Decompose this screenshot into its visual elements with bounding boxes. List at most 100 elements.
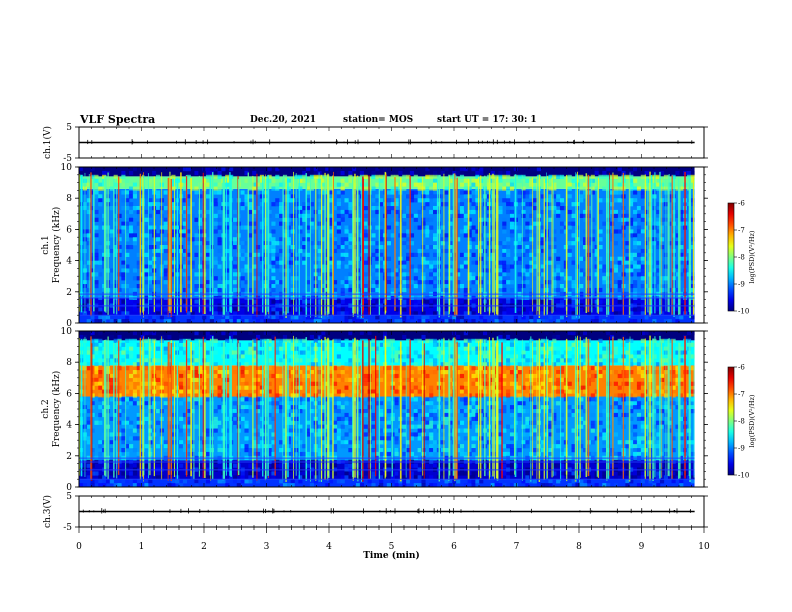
spectrogram-cell bbox=[275, 409, 280, 414]
spectrogram-cell bbox=[90, 346, 95, 351]
spectrogram-cell bbox=[590, 190, 595, 195]
spectrogram-cell bbox=[559, 284, 565, 289]
spectrogram-cell bbox=[186, 167, 191, 172]
spectrogram-cell bbox=[375, 393, 380, 398]
spectrogram-cell bbox=[217, 331, 222, 336]
spectrogram-cell bbox=[344, 463, 349, 468]
spectrogram-cell bbox=[86, 350, 91, 355]
spectrogram-cell bbox=[190, 471, 195, 476]
spectrogram-cell bbox=[502, 241, 507, 246]
spectrogram-cell bbox=[90, 338, 95, 343]
spectrogram-ch2 bbox=[79, 331, 695, 487]
spectrogram-cell bbox=[409, 315, 415, 320]
spectrogram-cell bbox=[259, 229, 264, 234]
spectrogram-cell bbox=[629, 311, 634, 316]
spectrogram-cell bbox=[86, 260, 91, 265]
spectrogram-cell bbox=[506, 209, 511, 215]
spectrogram-cell bbox=[517, 170, 522, 176]
spectrogram-cell bbox=[321, 256, 326, 261]
spectrogram-cell bbox=[394, 174, 399, 179]
spectrogram-cell bbox=[198, 338, 203, 343]
spectrogram-cell bbox=[525, 202, 530, 207]
spectrogram-cell bbox=[348, 237, 353, 242]
spectrogram-cell bbox=[279, 342, 284, 347]
spectrogram-cell bbox=[344, 373, 349, 379]
spectrogram-cell bbox=[109, 233, 114, 238]
spectrogram-cell bbox=[417, 225, 422, 230]
spectrogram-cell bbox=[633, 319, 638, 323]
spectrogram-cell bbox=[182, 428, 188, 433]
spectrogram-cell bbox=[198, 307, 203, 312]
spectrogram-cell bbox=[298, 370, 303, 375]
spectrogram-cell bbox=[248, 346, 253, 351]
spectrogram-cell bbox=[336, 225, 341, 230]
spectrogram-cell bbox=[282, 264, 288, 269]
spectrogram-cell bbox=[340, 178, 345, 183]
spectrogram-cell bbox=[286, 444, 291, 449]
spectrogram-cell bbox=[129, 170, 134, 176]
spectrogram-cell bbox=[198, 471, 203, 476]
spectrogram-cell bbox=[205, 252, 211, 257]
spectrogram-cell bbox=[644, 186, 649, 191]
spectrogram-cell bbox=[386, 448, 391, 453]
spectrogram-cell bbox=[302, 241, 307, 246]
spectrogram-cell bbox=[286, 420, 291, 425]
spectrogram-cell bbox=[186, 174, 191, 179]
spectrogram-cell bbox=[448, 260, 453, 265]
spectrogram-cell bbox=[344, 366, 349, 371]
spectrogram-cell bbox=[375, 471, 380, 476]
spectrogram-cell bbox=[259, 256, 264, 261]
spectrogram-cell bbox=[125, 284, 130, 289]
spectrogram-cell bbox=[329, 397, 334, 402]
spectrogram-cell bbox=[298, 221, 303, 226]
spectrogram-cell bbox=[205, 237, 211, 242]
spectrogram-cell bbox=[513, 319, 518, 323]
spectrogram-cell bbox=[321, 440, 326, 445]
spectrogram-cell bbox=[609, 174, 615, 179]
spectrogram-cell bbox=[279, 221, 284, 226]
spectrogram-cell bbox=[182, 444, 188, 449]
spectrogram-cell bbox=[171, 202, 176, 207]
spectrogram-cell bbox=[329, 276, 334, 281]
spectrogram-cell bbox=[402, 377, 407, 382]
spectrogram-cell bbox=[571, 256, 576, 261]
spectrogram-cell bbox=[113, 319, 118, 323]
spectrogram-cell bbox=[371, 401, 376, 406]
spectrogram-cell bbox=[267, 213, 272, 218]
spectrogram-cell bbox=[240, 256, 245, 261]
spectrogram-cell bbox=[432, 194, 438, 199]
spectrogram-cell bbox=[198, 167, 203, 172]
spectrogram-cell bbox=[244, 307, 249, 312]
spectrogram-cell bbox=[363, 412, 368, 418]
spectrogram-cell bbox=[271, 256, 276, 261]
spectrogram-cell bbox=[409, 252, 415, 257]
spectrogram-cell bbox=[221, 331, 226, 336]
spectrogram-cell bbox=[567, 186, 572, 191]
spectrogram-cell bbox=[329, 311, 334, 316]
spectrogram-cell bbox=[525, 190, 530, 195]
spectrogram-cell bbox=[375, 248, 380, 254]
spectrogram-cell bbox=[279, 397, 284, 402]
spectrogram-cell bbox=[429, 233, 434, 238]
spectrogram-cell bbox=[190, 420, 195, 425]
spectrogram-cell bbox=[248, 299, 253, 304]
spectrogram-cell bbox=[594, 299, 599, 304]
spectrogram-cell bbox=[386, 284, 391, 289]
spectrogram-cell bbox=[198, 405, 203, 410]
spectrogram-cell bbox=[255, 276, 261, 281]
spectrogram-cell bbox=[94, 194, 99, 199]
spectrogram-cell bbox=[240, 206, 245, 211]
spectrogram-cell bbox=[417, 209, 422, 215]
spectrogram-cell bbox=[540, 264, 545, 269]
spectrogram-cell bbox=[517, 311, 522, 316]
spectrogram-cell bbox=[394, 432, 399, 437]
spectrogram-cell bbox=[498, 311, 503, 316]
spectrogram-cell bbox=[217, 444, 222, 449]
spectrogram-cell bbox=[471, 237, 476, 242]
spectrogram-cell bbox=[313, 174, 318, 179]
spectrogram-cell bbox=[286, 194, 291, 199]
spectrogram-cell bbox=[406, 245, 411, 250]
spectrogram-cell bbox=[282, 229, 288, 234]
spectrogram-cell bbox=[136, 334, 141, 340]
spectrogram-cell bbox=[86, 346, 91, 351]
